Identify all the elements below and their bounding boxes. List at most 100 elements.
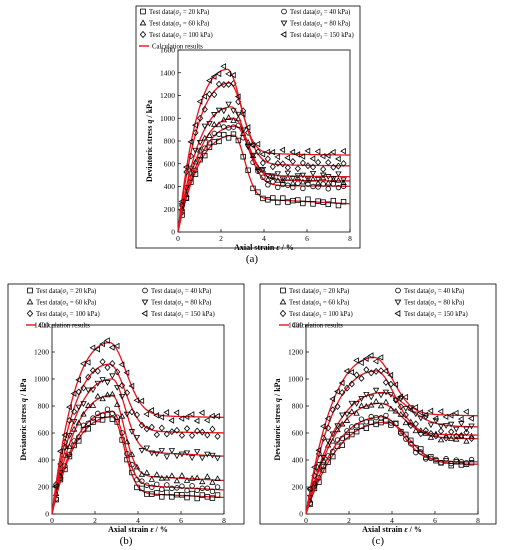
data-point xyxy=(348,369,355,376)
data-point xyxy=(377,354,384,361)
data-point xyxy=(437,436,445,443)
data-point xyxy=(199,485,205,491)
y-tick-label: 1200 xyxy=(160,91,175,100)
legend-marker xyxy=(394,299,402,306)
data-point xyxy=(169,494,175,500)
data-point xyxy=(183,413,190,421)
data-point xyxy=(143,425,150,433)
panel-caption-b: (b) xyxy=(120,535,133,547)
data-point xyxy=(314,176,322,183)
chart-panel: 0 2 4 6 8 0 200 400 600 800 1000 1200 1400 Axial stra… xyxy=(7,283,245,534)
data-point xyxy=(188,411,195,418)
data-point xyxy=(94,367,101,375)
data-point xyxy=(239,127,247,134)
data-point xyxy=(320,199,326,205)
y-tick-label: 0 xyxy=(45,510,49,519)
y-tick-label: 1400 xyxy=(160,68,175,77)
data-point xyxy=(169,485,175,492)
data-series xyxy=(51,390,225,515)
data-series xyxy=(51,337,225,515)
data-point xyxy=(372,387,380,394)
data-point xyxy=(183,168,190,176)
chart-panel: 0 2 4 6 8 0 200 400 600 800 1000 1200 1400 1600 Axial … xyxy=(135,5,361,252)
data-point xyxy=(139,485,145,492)
data-point xyxy=(377,367,385,375)
data-point xyxy=(204,485,211,491)
data-point xyxy=(168,448,176,454)
data-point xyxy=(197,114,204,122)
data-point xyxy=(443,456,449,462)
data-point xyxy=(367,394,375,401)
data-point xyxy=(220,116,228,123)
data-point xyxy=(422,411,429,419)
data-point xyxy=(143,445,151,452)
data-point xyxy=(340,177,347,184)
data-point xyxy=(294,151,301,158)
data-point xyxy=(340,179,347,186)
data-series xyxy=(51,358,225,515)
data-point xyxy=(201,134,209,141)
data-point xyxy=(458,462,465,468)
data-point xyxy=(259,166,267,173)
data-point xyxy=(225,70,231,78)
data-point xyxy=(179,202,186,210)
data-point xyxy=(188,455,196,461)
data-point xyxy=(299,178,307,185)
data-point xyxy=(343,384,351,392)
data-point xyxy=(209,452,216,459)
data-point xyxy=(320,423,326,430)
data-point xyxy=(254,167,262,174)
data-point xyxy=(343,417,351,423)
legend-marker xyxy=(139,19,147,26)
data-point xyxy=(344,428,350,434)
data-point xyxy=(210,73,217,80)
x-axis-label: Axial strain ε / % xyxy=(234,243,294,252)
data-point xyxy=(249,152,257,159)
data-point xyxy=(84,359,91,366)
x-axis-label: Axial strain ε / % xyxy=(108,525,168,534)
data-point xyxy=(211,91,218,99)
data-point xyxy=(428,455,434,462)
data-point xyxy=(154,481,160,487)
legend-label-calc: Calculation results xyxy=(152,44,203,51)
data-point xyxy=(448,462,454,469)
legend-marker xyxy=(141,310,148,317)
data-point xyxy=(189,432,196,440)
data-point xyxy=(295,197,301,203)
data-point xyxy=(187,165,195,172)
y-tick-label: 1000 xyxy=(34,375,49,384)
data-point xyxy=(339,389,346,397)
data-point xyxy=(128,451,136,457)
x-tick-label: 8 xyxy=(348,234,352,243)
data-point xyxy=(163,430,170,438)
data-point xyxy=(289,179,297,186)
data-point xyxy=(123,389,131,397)
data-point xyxy=(437,408,444,415)
data-point xyxy=(372,358,379,365)
data-point xyxy=(393,420,399,427)
x-tick-label: 2 xyxy=(219,234,223,243)
data-point xyxy=(309,170,317,177)
data-point xyxy=(206,121,213,127)
data-point xyxy=(304,176,312,183)
legend-marker xyxy=(280,287,286,294)
data-point xyxy=(215,70,222,78)
data-point xyxy=(70,425,78,432)
data-point xyxy=(240,154,246,160)
data-point xyxy=(260,174,266,180)
data-point xyxy=(70,390,77,397)
data-point xyxy=(447,435,455,441)
data-point xyxy=(85,373,92,381)
data-point xyxy=(209,478,216,485)
data-point xyxy=(184,494,190,501)
data-point xyxy=(114,414,120,420)
data-point xyxy=(438,459,444,466)
data-point xyxy=(202,145,208,151)
data-series xyxy=(177,101,351,233)
data-point xyxy=(358,416,365,422)
data-point xyxy=(206,90,213,98)
data-point xyxy=(94,392,102,399)
data-point xyxy=(324,415,331,422)
data-point xyxy=(463,429,470,436)
y-tick-label: 800 xyxy=(164,137,176,146)
